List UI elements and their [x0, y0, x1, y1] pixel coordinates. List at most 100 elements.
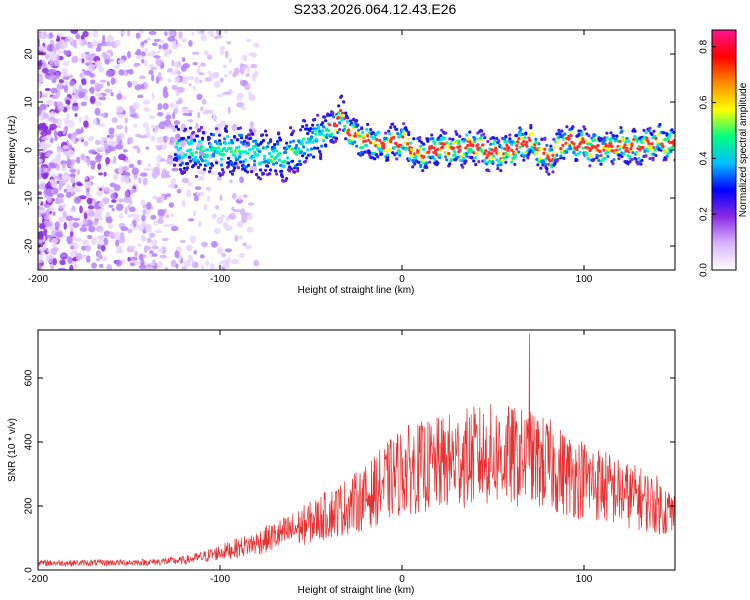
ridge-mark [223, 141, 228, 145]
noise-mark [170, 213, 174, 217]
noise-mark [219, 48, 224, 56]
noise-mark [101, 185, 105, 193]
ridge-mark [624, 149, 628, 153]
ridge-mark [515, 144, 519, 148]
noise-mark [68, 80, 75, 87]
noise-mark [86, 188, 90, 193]
noise-mark [70, 176, 76, 184]
ridge-mark [222, 137, 227, 141]
ridge-mark [199, 145, 204, 149]
colorbar-tick-label: 0.4 [699, 151, 710, 165]
ridge-mark [628, 155, 632, 159]
ridge-mark [340, 118, 344, 122]
ridge-mark [310, 135, 314, 139]
ridge-mark [368, 153, 372, 157]
noise-mark [181, 177, 190, 184]
ridge-mark [257, 149, 262, 154]
ridge-mark [288, 165, 292, 169]
ridge-mark [316, 113, 320, 117]
noise-mark [113, 173, 119, 182]
ridge-mark [356, 131, 360, 135]
ridge-mark [609, 139, 613, 143]
ridge-mark [666, 137, 670, 141]
spectrogram-x-label: Height of straight line (km) [298, 285, 415, 296]
noise-mark [234, 234, 239, 242]
ridge-mark [260, 133, 265, 137]
ridge-mark [481, 143, 485, 147]
ridge-mark [458, 144, 462, 149]
noise-mark [181, 108, 189, 114]
ridge-mark [545, 169, 549, 174]
ridge-mark [276, 142, 280, 146]
noise-mark [188, 83, 192, 87]
ridge-mark [258, 177, 263, 181]
ridge-mark [633, 129, 637, 133]
noise-mark [186, 112, 192, 117]
ridge-mark [205, 153, 210, 158]
noise-mark [97, 43, 102, 50]
ridge-mark [473, 137, 477, 141]
noise-mark [193, 250, 198, 255]
noise-mark [236, 101, 245, 108]
noise-mark [116, 105, 124, 114]
ridge-mark [406, 142, 410, 146]
ridge-mark [490, 156, 494, 160]
ridge-mark [358, 134, 362, 138]
colorbar-bar [711, 29, 737, 271]
ridge-mark [646, 149, 650, 153]
ridge-mark [230, 172, 235, 176]
ridge-mark [315, 137, 319, 141]
ridge-mark [627, 143, 631, 147]
noise-mark [174, 105, 179, 110]
noise-mark [92, 218, 99, 226]
noise-mark [197, 220, 202, 228]
noise-mark [143, 40, 148, 44]
ridge-mark [331, 110, 335, 115]
ridge-mark [549, 144, 553, 148]
ridge-mark [398, 150, 402, 155]
noise-mark [159, 76, 163, 81]
noise-mark [70, 30, 79, 34]
ridge-mark [521, 143, 525, 148]
noise-mark [151, 245, 159, 250]
ridge-mark [361, 145, 365, 149]
ridge-mark [457, 141, 461, 145]
noise-mark [66, 159, 72, 167]
ridge-mark [228, 146, 233, 151]
noise-mark [53, 59, 60, 66]
noise-mark [48, 117, 56, 122]
ridge-mark [298, 159, 302, 163]
noise-mark [168, 30, 176, 37]
snr-panel: -200 -100 0 100 0 200 400 600 Height of straig… [7, 329, 676, 596]
noise-mark [170, 225, 179, 232]
ridge-mark [409, 141, 413, 145]
noise-mark [62, 129, 66, 135]
noise-mark [186, 75, 195, 81]
ridge-mark [605, 131, 609, 135]
ridge-mark [193, 155, 198, 159]
noise-mark [156, 162, 161, 168]
noise-mark [100, 244, 106, 252]
noise-mark [218, 260, 224, 265]
ridge-mark [623, 143, 627, 147]
noise-mark [102, 34, 106, 43]
ridge-mark [365, 127, 369, 131]
ridge-mark [666, 152, 670, 156]
ridge-mark [316, 146, 320, 150]
ridge-mark [515, 147, 519, 151]
ridge-mark [421, 158, 425, 162]
noise-mark [111, 199, 117, 203]
ridge-mark [244, 136, 249, 140]
noise-mark [84, 181, 92, 189]
colorbar-tick-label: 0.8 [699, 39, 710, 53]
ridge-mark [474, 156, 478, 160]
ridge-mark [482, 132, 486, 136]
noise-mark [200, 241, 209, 247]
ridge-mark [543, 147, 547, 151]
noise-mark [116, 93, 123, 100]
ridge-mark [472, 151, 476, 155]
ridge-mark [320, 144, 324, 148]
noise-mark [53, 129, 58, 138]
noise-mark [152, 195, 159, 200]
ridge-mark [198, 163, 203, 167]
